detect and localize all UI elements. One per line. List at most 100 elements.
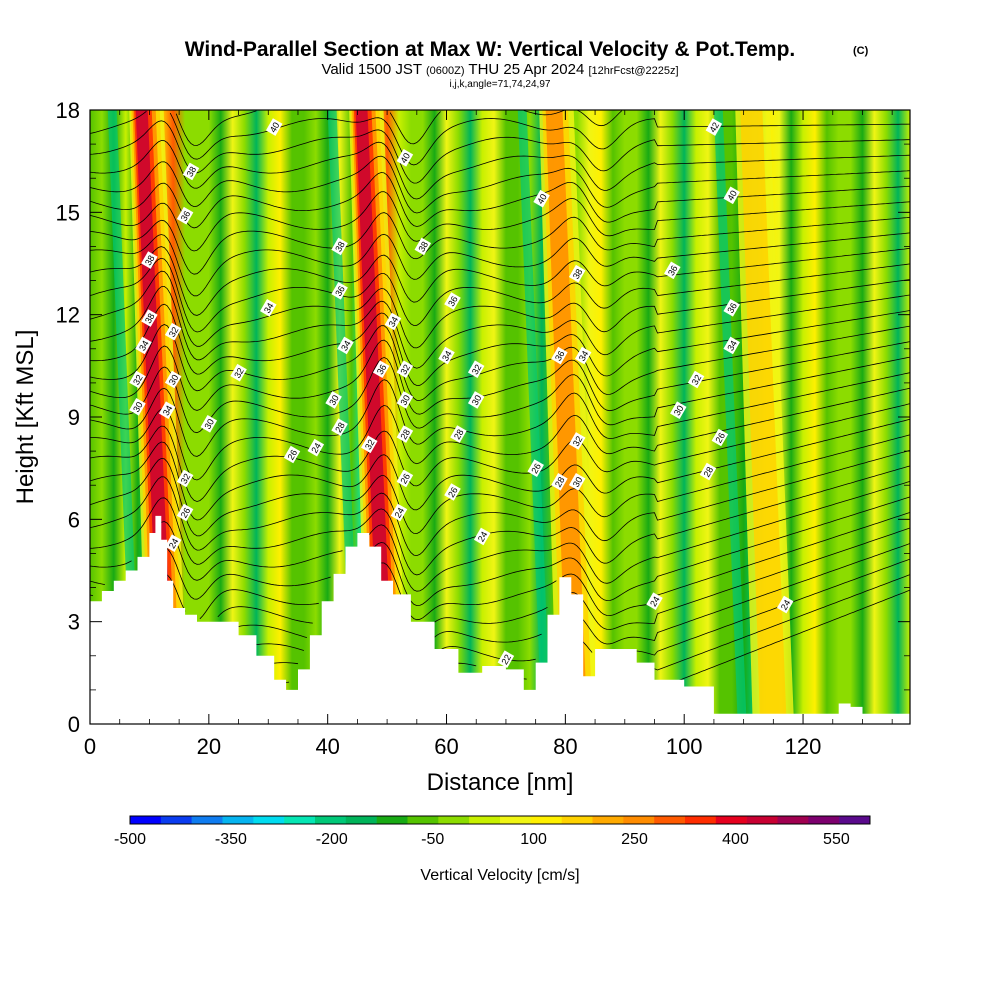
colorbar bbox=[129, 815, 871, 825]
isentrope-label: 32 bbox=[568, 432, 586, 450]
isentrope-label: 34 bbox=[438, 346, 455, 365]
isentrope-label: 30 bbox=[396, 391, 414, 409]
isentrope-label-bg bbox=[723, 186, 740, 205]
isentrope-label-text: 36 bbox=[553, 349, 567, 363]
colorbar-title: Vertical Velocity [cm/s] bbox=[420, 867, 579, 884]
isentrope-label-text: 24 bbox=[648, 595, 662, 609]
isentrope-label-bg bbox=[384, 312, 402, 331]
isentrope-line bbox=[90, 120, 910, 184]
isentrope-label: 32 bbox=[396, 360, 414, 379]
isentrope-label: 28 bbox=[450, 425, 467, 443]
colorbar-swatch bbox=[160, 816, 192, 824]
isentrope-label-text: 26 bbox=[286, 448, 300, 462]
isentrope-label-bg bbox=[176, 469, 194, 488]
isentrope-label-bg bbox=[699, 462, 717, 481]
isentrope-label-text: 32 bbox=[363, 438, 377, 452]
x-tick-label: 80 bbox=[553, 734, 577, 759]
colorbar-swatch bbox=[222, 816, 254, 824]
isentrope-line bbox=[90, 270, 910, 349]
isentrope-line bbox=[90, 324, 910, 401]
isentrope-label: 36 bbox=[176, 206, 194, 225]
isentrope-label: 28 bbox=[551, 472, 568, 491]
isentrope-label-text: 34 bbox=[339, 339, 353, 353]
chart-subtitle: Valid 1500 JST (0600Z) THU 25 Apr 2024 [… bbox=[321, 61, 678, 78]
isentrope-label-bg bbox=[129, 397, 146, 416]
isentrope-label-bg bbox=[260, 298, 277, 317]
isentrope-label-bg bbox=[331, 237, 348, 256]
isentrope-label: 36 bbox=[444, 292, 461, 310]
downdraft-band bbox=[517, 110, 551, 724]
isentrope-line bbox=[90, 372, 910, 457]
isentrope-label-bg bbox=[438, 346, 455, 365]
isentrope-label-bg bbox=[372, 360, 390, 379]
isentrope-label-bg bbox=[568, 432, 586, 450]
isentrope-label-bg bbox=[723, 298, 740, 317]
colorbar-swatch bbox=[561, 816, 593, 824]
isentrope-label-text: 32 bbox=[398, 363, 412, 377]
isentrope-line bbox=[90, 212, 910, 275]
isentrope-label-bg bbox=[325, 391, 342, 409]
y-tick-label: 3 bbox=[68, 610, 80, 635]
copyright-mark: (C) bbox=[853, 45, 869, 57]
x-tick-label: 20 bbox=[197, 734, 221, 759]
isentrope-label-text: 36 bbox=[446, 294, 460, 308]
plot-area: 40 42 38 40 40 40 36 38 38 38 38 36 36 36 34 36 38 32 34 34… bbox=[90, 110, 910, 724]
isentrope-label: 26 bbox=[711, 428, 729, 447]
isentrope-label: 34 bbox=[260, 298, 277, 317]
isentrope-label-text: 40 bbox=[268, 121, 282, 135]
isentrope-label-text: 38 bbox=[185, 165, 199, 179]
isentrope-line bbox=[265, 574, 910, 680]
y-tick-label: 6 bbox=[68, 507, 80, 532]
isentrope-label-bg bbox=[230, 363, 247, 382]
colorbar-labels: -500 -350 -200 -50 100 250 400 550 bbox=[114, 831, 850, 848]
isentrope-label-bg bbox=[141, 309, 158, 327]
isentrope-label-text: 24 bbox=[309, 441, 323, 455]
isentrope-label-bg bbox=[158, 401, 176, 420]
isentrope-label-text: 36 bbox=[179, 209, 193, 223]
chart-title: Wind-Parallel Section at Max W: Vertical… bbox=[185, 38, 796, 61]
isentrope-line bbox=[90, 246, 910, 316]
colorbar-swatch bbox=[500, 816, 532, 824]
isentrope-label: 30 bbox=[164, 370, 182, 389]
isentrope-label-text: 32 bbox=[179, 472, 193, 486]
isentrope-line bbox=[90, 257, 910, 333]
colorbar-tick-label: -500 bbox=[114, 831, 146, 848]
isentrope-label: 38 bbox=[141, 251, 158, 269]
isentrope-label-text: 38 bbox=[143, 312, 157, 326]
colorbar-tick-label: -200 bbox=[316, 831, 348, 848]
isentrope-label-bg bbox=[527, 459, 544, 478]
isentrope-label: 26 bbox=[396, 469, 414, 488]
isentrope-label: 32 bbox=[687, 370, 705, 389]
isentrope-line bbox=[90, 512, 910, 621]
isentrope-label-bg bbox=[467, 360, 485, 379]
isentrope-label: 40 bbox=[723, 186, 740, 205]
isentrope-label: 32 bbox=[164, 322, 182, 341]
x-tick-label: 40 bbox=[315, 734, 339, 759]
isentrope-label: 26 bbox=[176, 503, 194, 522]
isentrope-label-bg bbox=[568, 264, 586, 283]
isentrope-label-text: 24 bbox=[167, 537, 181, 551]
isentrope-label-bg bbox=[176, 503, 194, 522]
y-axis-label: Height [Kft MSL] bbox=[12, 330, 39, 505]
colorbar-swatch bbox=[715, 816, 747, 824]
isentrope-line bbox=[217, 527, 910, 633]
isentrope-line bbox=[90, 496, 910, 607]
colorbar-swatch bbox=[654, 816, 686, 824]
isentrope-line bbox=[90, 356, 910, 434]
isentrope-label-bg bbox=[331, 281, 348, 300]
terrain bbox=[90, 515, 910, 724]
isentrope-label: 24 bbox=[646, 592, 663, 611]
isentrope-label: 34 bbox=[574, 346, 592, 365]
isentrope-label-text: 32 bbox=[571, 434, 585, 448]
isentrope-label-text: 26 bbox=[713, 431, 727, 445]
isentrope-label-text: 24 bbox=[393, 506, 407, 520]
x-tick-label: 60 bbox=[434, 734, 458, 759]
isentrope-label-bg bbox=[776, 595, 794, 614]
isentrope-label: 24 bbox=[473, 527, 491, 546]
isentrope-line bbox=[90, 172, 910, 229]
isentrope-label: 28 bbox=[699, 462, 717, 481]
isentrope-label-bg bbox=[361, 435, 378, 454]
isentrope-label: 30 bbox=[568, 472, 586, 491]
isentrope-label: 34 bbox=[723, 336, 740, 355]
